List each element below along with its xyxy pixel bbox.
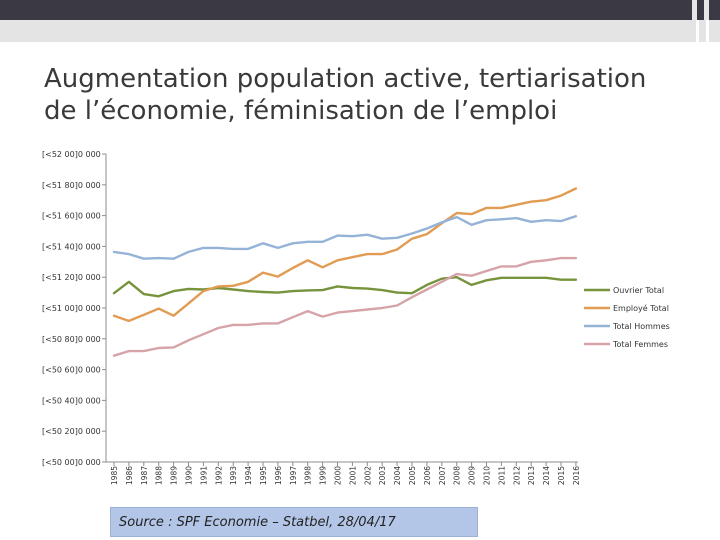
series-line-total-hommes <box>112 214 578 260</box>
y-tick-label: [<51 20]0 000 <box>42 273 101 282</box>
second-decorative-bar <box>0 20 720 42</box>
x-tick-label: 2007 <box>438 466 447 485</box>
top-bar-notch <box>692 0 697 20</box>
x-tick-label: 2004 <box>393 466 402 485</box>
legend-label: Ouvrier Total <box>613 286 664 295</box>
slide-title: Augmentation population active, tertiari… <box>44 63 704 127</box>
x-tick-label: 1996 <box>274 466 283 485</box>
y-tick-label: [<50 40]0 000 <box>42 396 101 405</box>
x-tick-label: 1999 <box>319 466 328 485</box>
x-tick-label: 2012 <box>512 466 521 485</box>
x-tick-label: 1992 <box>214 466 223 485</box>
x-tick-label: 2015 <box>557 466 566 485</box>
x-tick-label: 1987 <box>140 466 149 485</box>
x-tick-label: 2006 <box>423 466 432 485</box>
x-tick-label: 2011 <box>497 466 506 485</box>
series-line-employe-total <box>112 187 578 323</box>
legend-label: Total Hommes <box>612 322 670 331</box>
x-tick-label: 1998 <box>304 466 313 485</box>
x-tick-label: 1993 <box>229 466 238 485</box>
y-tick-label: [<51 40]0 000 <box>42 242 101 251</box>
x-tick-label: 2016 <box>572 466 581 485</box>
x-tick-label: 1995 <box>259 466 268 485</box>
x-tick-label: 2001 <box>348 466 357 485</box>
y-tick-label: [<50 20]0 000 <box>42 427 101 436</box>
legend-label: Employé Total <box>613 303 669 313</box>
top-bar-notch <box>704 0 709 20</box>
x-tick-label: 2000 <box>334 466 343 485</box>
x-tick-label: 1989 <box>170 466 179 485</box>
source-caption: Source : SPF Economie – Statbel, 28/04/1… <box>110 507 478 537</box>
x-tick-label: 1997 <box>289 466 298 485</box>
y-tick-label: [<50 80]0 000 <box>42 335 101 344</box>
x-tick-label: 1994 <box>244 466 253 485</box>
x-tick-label: 1985 <box>110 466 119 485</box>
x-tick-label: 1990 <box>185 466 194 485</box>
y-tick-label: [<51 80]0 000 <box>42 181 101 190</box>
y-tick-label: [<50 60]0 000 <box>42 366 101 375</box>
top-decorative-bar <box>0 0 720 20</box>
x-tick-label: 2002 <box>363 466 372 485</box>
x-tick-label: 2003 <box>378 466 387 485</box>
y-tick-label: [<51 00]0 000 <box>42 304 101 313</box>
second-bar-notch <box>696 20 699 42</box>
x-tick-label: 2005 <box>408 466 417 485</box>
y-tick-label: [<50 00]0 000 <box>42 458 101 467</box>
x-tick-label: 2009 <box>468 466 477 485</box>
x-tick-label: 1991 <box>199 466 208 485</box>
legend-label: Total Femmes <box>612 340 668 349</box>
x-tick-label: 2013 <box>527 466 536 485</box>
x-tick-label: 1986 <box>125 466 134 485</box>
x-tick-label: 2010 <box>483 466 492 485</box>
y-tick-label: [<52 00]0 000 <box>42 150 101 159</box>
x-tick-label: 2008 <box>453 466 462 485</box>
second-bar-notch <box>706 20 709 42</box>
y-tick-label: [<51 60]0 000 <box>42 212 101 221</box>
series-line-total-femmes <box>112 256 578 357</box>
x-tick-label: 1988 <box>155 466 164 485</box>
slide-title-line-1: Augmentation population active, tertiari… <box>44 64 647 94</box>
x-tick-label: 2014 <box>542 466 551 485</box>
slide-title-line-2: de l’économie, féminisation de l’emploi <box>44 96 558 126</box>
series-line-ouvrier-total <box>112 276 578 298</box>
